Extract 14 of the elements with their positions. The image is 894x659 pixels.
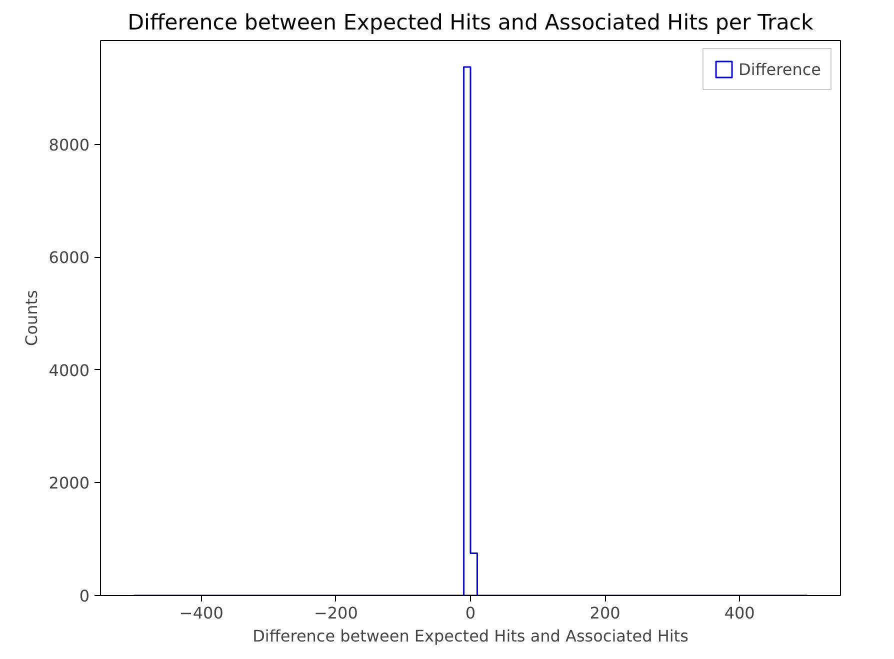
y-tick-label: 4000 bbox=[48, 360, 90, 380]
x-tick-label: 400 bbox=[724, 604, 755, 622]
x-tick-label: −200 bbox=[314, 604, 358, 622]
x-tick-label: 0 bbox=[465, 604, 476, 622]
legend-label: Difference bbox=[738, 60, 821, 78]
x-tick-label: −400 bbox=[179, 604, 224, 622]
y-tick-label: 6000 bbox=[48, 248, 90, 268]
y-tick-label: 2000 bbox=[48, 474, 90, 493]
chart-title: Difference between Expected Hits and Associated Hits per Track bbox=[128, 10, 814, 36]
y-tick-label: 8000 bbox=[48, 135, 90, 154]
x-axis-title: Difference between Expected Hits and Associated Hits bbox=[252, 626, 688, 646]
y-tick-label: 0 bbox=[79, 586, 90, 606]
y-axis-title: Counts bbox=[22, 290, 41, 346]
x-tick-label: 200 bbox=[590, 604, 620, 622]
